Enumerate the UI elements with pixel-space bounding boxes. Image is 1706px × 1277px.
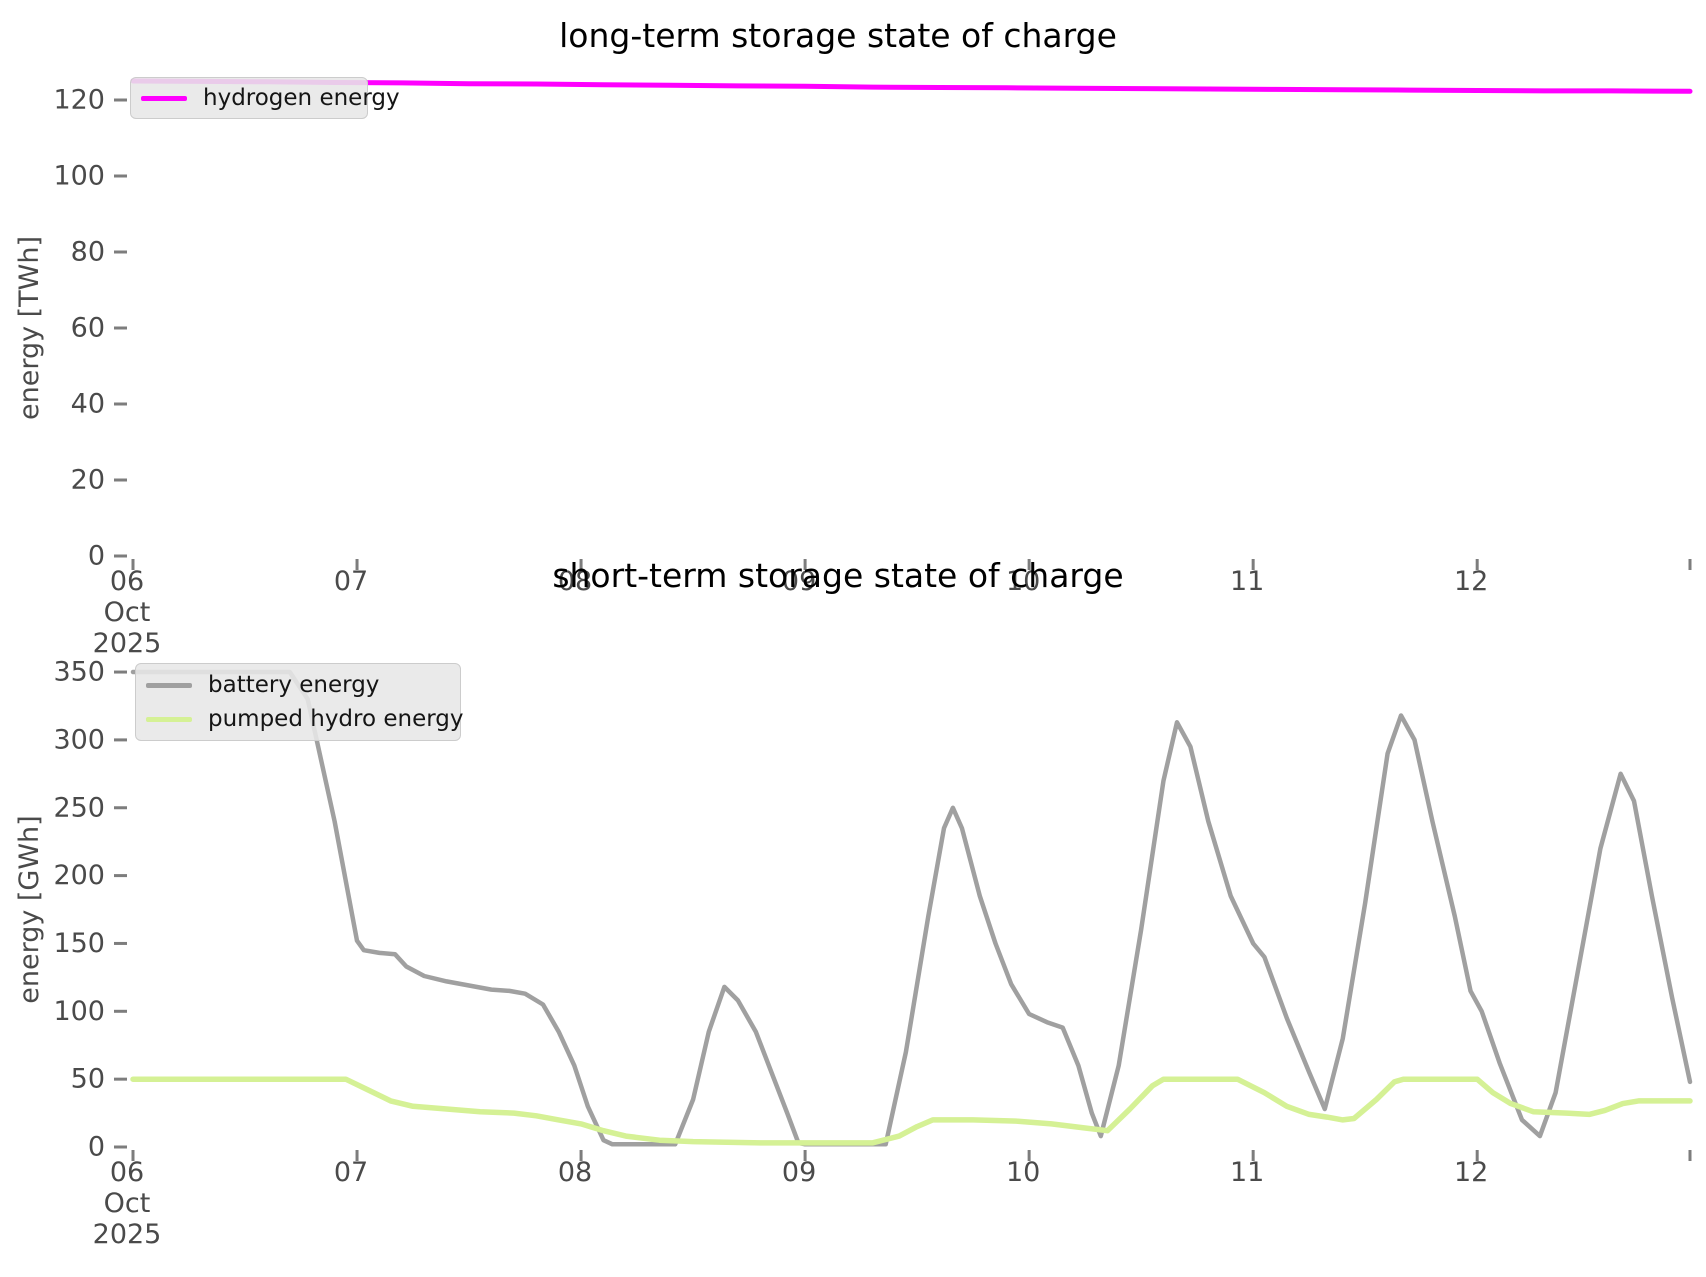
x-tick-label: 08 bbox=[558, 566, 592, 597]
y-tick-label: 350 bbox=[53, 657, 105, 688]
x-tick-label: 11 bbox=[1230, 1157, 1264, 1188]
chart-title-long-term: long-term storage state of charge bbox=[559, 16, 1117, 55]
legend-row-battery: battery energy bbox=[146, 668, 450, 702]
y-tick-label: 80 bbox=[71, 237, 105, 268]
y-tick-label: 120 bbox=[53, 85, 105, 116]
legend-label-hydrogen: hydrogen energy bbox=[203, 85, 400, 111]
y-tick-label: 200 bbox=[53, 860, 105, 891]
y-tick-label: 250 bbox=[53, 792, 105, 823]
y-tick-label: 0 bbox=[88, 541, 105, 572]
x-tick-label: 08 bbox=[558, 1157, 592, 1188]
y-axis-label: energy [TWh] bbox=[14, 236, 45, 420]
hydrogen-energy-line bbox=[130, 78, 1693, 94]
chart-title-short-term: short-term storage state of charge bbox=[552, 556, 1124, 595]
x-tick-label: 10 bbox=[1006, 566, 1040, 597]
legend-label-battery: battery energy bbox=[208, 672, 380, 698]
pumped-hydro-energy-line-swatch bbox=[146, 716, 192, 722]
legend-short-term: battery energy pumped hydro energy bbox=[135, 663, 464, 741]
y-tick-label: 150 bbox=[53, 928, 105, 959]
x-tick-label: 09 bbox=[782, 566, 816, 597]
x-tick-label: 07 bbox=[334, 566, 368, 597]
x-tick-label: 09 bbox=[782, 1157, 816, 1188]
x-tick-label: 06 bbox=[110, 1157, 144, 1188]
legend-long-term: hydrogen energy bbox=[130, 77, 400, 119]
x-tick-label: 12 bbox=[1454, 1157, 1488, 1188]
y-tick-label: 20 bbox=[71, 465, 105, 496]
x-tick-label: 10 bbox=[1006, 1157, 1040, 1188]
y-axis-label: energy [GWh] bbox=[14, 815, 45, 1003]
pumped-hydro-energy-line bbox=[130, 1076, 1693, 1146]
legend-row-hydrogen: hydrogen energy bbox=[141, 82, 400, 114]
legend-row-pumped-hydro: pumped hydro energy bbox=[146, 702, 464, 736]
y-axis-ticks: 0 50 100 150 200 250 300 350 bbox=[53, 657, 127, 1163]
y-tick-label: 60 bbox=[71, 313, 105, 344]
x-tick-sublabel: Oct bbox=[104, 1188, 151, 1219]
x-tick-label: 07 bbox=[334, 1157, 368, 1188]
y-tick-label: 300 bbox=[53, 724, 105, 755]
battery-energy-line bbox=[130, 669, 1693, 1147]
x-tick-sublabel: 2025 bbox=[93, 1219, 162, 1250]
x-tick-label: 06 bbox=[110, 566, 144, 597]
battery-energy-line-swatch bbox=[146, 682, 192, 688]
y-axis-ticks: 0 20 40 60 80 100 120 bbox=[53, 85, 127, 572]
y-tick-label: 100 bbox=[53, 996, 105, 1027]
y-tick-label: 0 bbox=[88, 1132, 105, 1163]
hydrogen-energy-line-swatch bbox=[141, 95, 187, 101]
y-tick-label: 40 bbox=[71, 389, 105, 420]
legend-label-pumped-hydro: pumped hydro energy bbox=[208, 706, 464, 732]
x-tick-sublabel: 2025 bbox=[93, 628, 162, 659]
y-tick-label: 100 bbox=[53, 161, 105, 192]
x-tick-sublabel: Oct bbox=[104, 597, 151, 628]
x-tick-label: 12 bbox=[1454, 566, 1488, 597]
y-tick-label: 50 bbox=[71, 1064, 105, 1095]
x-tick-label: 11 bbox=[1230, 566, 1264, 597]
